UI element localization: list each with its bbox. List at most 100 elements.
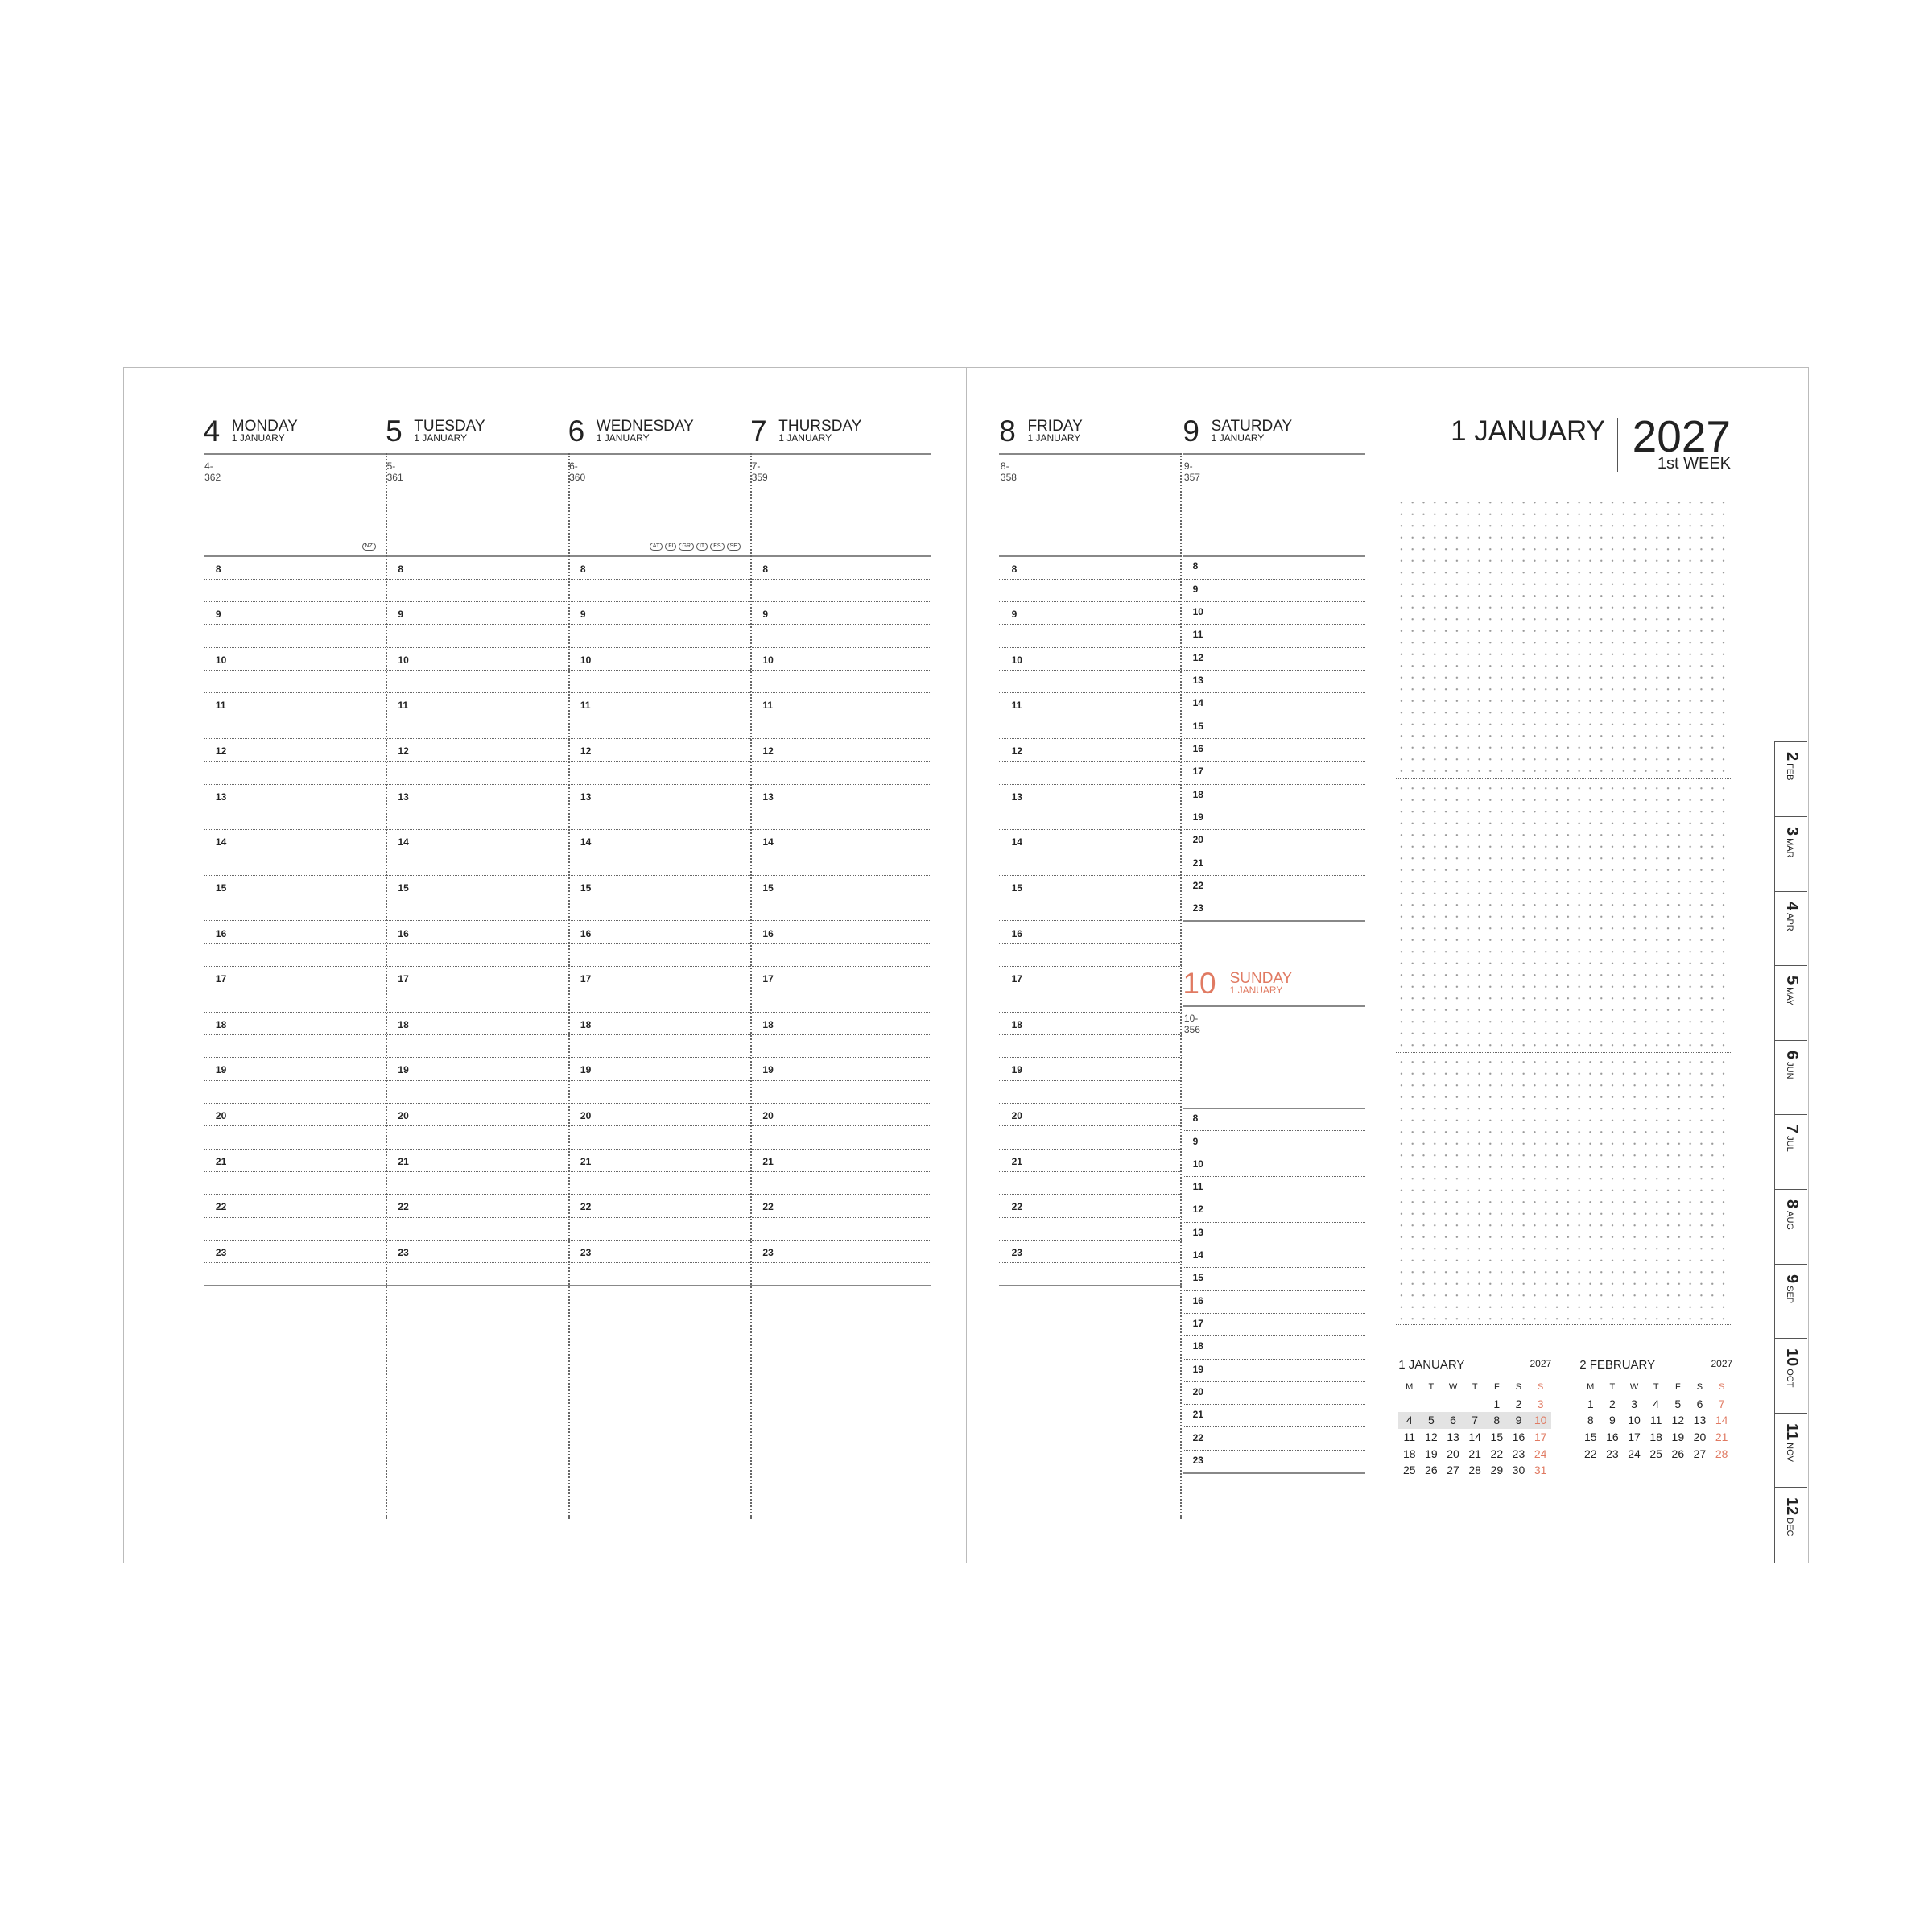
hour-line[interactable]	[1183, 1335, 1365, 1337]
hour-line[interactable]	[203, 829, 386, 831]
calendar-date[interactable]: 22	[1583, 1447, 1597, 1460]
half-hour-line[interactable]	[203, 1262, 386, 1264]
half-hour-line[interactable]	[386, 1125, 568, 1127]
calendar-date[interactable]: 8	[1587, 1414, 1594, 1427]
hour-line[interactable]	[999, 1239, 1182, 1241]
hour-line[interactable]	[386, 829, 568, 831]
half-hour-line[interactable]	[386, 1262, 568, 1264]
hour-line[interactable]	[386, 601, 568, 602]
half-hour-line[interactable]	[750, 624, 932, 625]
hour-line[interactable]	[386, 920, 568, 922]
hour-line[interactable]	[750, 874, 932, 876]
hour-line[interactable]	[999, 737, 1182, 739]
hour-line[interactable]	[386, 874, 568, 876]
calendar-date[interactable]: 5	[1674, 1397, 1682, 1410]
half-hour-line[interactable]	[386, 943, 568, 944]
calendar-date[interactable]: 15	[1490, 1430, 1504, 1444]
calendar-date[interactable]: 16	[1512, 1430, 1525, 1444]
dot-grid-notes[interactable]	[1396, 782, 1732, 1049]
calendar-date[interactable]: 11	[1403, 1430, 1416, 1444]
hour-line[interactable]	[568, 1285, 751, 1287]
memo-rule[interactable]	[203, 555, 386, 558]
hour-line[interactable]	[203, 1285, 386, 1287]
calendar-date[interactable]: 2	[1609, 1397, 1616, 1410]
month-tab-dec[interactable]: 12DEC	[1774, 1487, 1808, 1563]
calendar-date[interactable]: 10	[1530, 1412, 1552, 1429]
hour-line[interactable]	[568, 601, 751, 602]
hour-line[interactable]	[1183, 761, 1365, 762]
hour-line[interactable]	[386, 966, 568, 967]
calendar-date[interactable]: 12	[1425, 1430, 1438, 1444]
hour-line[interactable]	[386, 646, 568, 648]
hour-line[interactable]	[999, 874, 1182, 876]
hour-line[interactable]	[386, 1011, 568, 1013]
hour-line[interactable]	[750, 1194, 932, 1195]
half-hour-line[interactable]	[386, 1216, 568, 1218]
half-hour-line[interactable]	[203, 1216, 386, 1218]
calendar-date[interactable]: 22	[1490, 1447, 1504, 1460]
calendar-date[interactable]: 12	[1671, 1414, 1685, 1427]
hour-line[interactable]	[203, 737, 386, 739]
hour-line[interactable]	[568, 737, 751, 739]
hour-line[interactable]	[203, 601, 386, 602]
hour-line[interactable]	[386, 737, 568, 739]
hour-line[interactable]	[203, 1011, 386, 1013]
hour-line[interactable]	[568, 874, 751, 876]
month-tab-may[interactable]: 5 MAY	[1774, 965, 1808, 1041]
hour-line[interactable]	[1183, 669, 1365, 671]
hour-line[interactable]	[203, 1194, 386, 1195]
month-tab-jun[interactable]: 6 JUN	[1774, 1039, 1808, 1116]
calendar-date[interactable]: 18	[1649, 1430, 1662, 1444]
half-hour-line[interactable]	[386, 624, 568, 625]
hour-line[interactable]	[386, 783, 568, 785]
hour-line[interactable]	[568, 920, 751, 922]
calendar-date[interactable]: 24	[1628, 1447, 1641, 1460]
hour-line[interactable]	[203, 1239, 386, 1241]
calendar-date[interactable]	[1464, 1395, 1486, 1412]
hour-line[interactable]	[999, 692, 1182, 694]
hour-line[interactable]	[999, 829, 1182, 831]
calendar-date[interactable]: 24	[1534, 1447, 1547, 1460]
calendar-date[interactable]: 3	[1537, 1397, 1544, 1410]
hour-line[interactable]	[568, 692, 751, 694]
half-hour-line[interactable]	[568, 1216, 751, 1218]
half-hour-line[interactable]	[386, 761, 568, 762]
hour-line[interactable]	[1183, 1472, 1365, 1475]
calendar-date[interactable]: 3	[1631, 1397, 1637, 1410]
month-tab-feb[interactable]: 2FEB	[1774, 741, 1808, 817]
hour-line[interactable]	[750, 1057, 932, 1059]
calendar-date[interactable]: 23	[1512, 1447, 1525, 1460]
calendar-date[interactable]: 6	[1696, 1397, 1703, 1410]
hour-line[interactable]	[203, 874, 386, 876]
hour-line[interactable]	[1183, 829, 1365, 831]
hour-line[interactable]	[999, 966, 1182, 967]
calendar-date[interactable]: 28	[1715, 1447, 1728, 1460]
half-hour-line[interactable]	[568, 1262, 751, 1264]
hour-line[interactable]	[386, 1102, 568, 1104]
calendar-date[interactable]: 14	[1715, 1414, 1728, 1427]
hour-line[interactable]	[1183, 874, 1365, 876]
month-tab-nov[interactable]: 11 NOV	[1774, 1412, 1808, 1488]
hour-line[interactable]	[750, 1285, 932, 1287]
hour-line[interactable]	[1183, 1176, 1365, 1177]
memo-rule[interactable]	[750, 555, 932, 558]
hour-line[interactable]	[1183, 737, 1365, 739]
half-hour-line[interactable]	[203, 1034, 386, 1035]
hour-line[interactable]	[203, 692, 386, 694]
half-hour-line[interactable]	[568, 1080, 751, 1081]
calendar-date[interactable]: 2	[1515, 1397, 1522, 1410]
half-hour-line[interactable]	[750, 1125, 932, 1127]
calendar-date[interactable]: 25	[1649, 1447, 1662, 1460]
hour-line[interactable]	[999, 1148, 1182, 1150]
calendar-date[interactable]	[1442, 1395, 1463, 1412]
hour-line[interactable]	[750, 601, 932, 602]
half-hour-line[interactable]	[750, 578, 932, 580]
half-hour-line[interactable]	[203, 669, 386, 671]
memo-rule[interactable]	[568, 555, 751, 558]
month-tab-sep[interactable]: 9 SEP	[1774, 1263, 1808, 1339]
calendar-date[interactable]: 11	[1649, 1414, 1662, 1427]
hour-line[interactable]	[568, 783, 751, 785]
half-hour-line[interactable]	[750, 1262, 932, 1264]
half-hour-line[interactable]	[568, 1034, 751, 1035]
calendar-date[interactable]: 1	[1587, 1397, 1594, 1410]
